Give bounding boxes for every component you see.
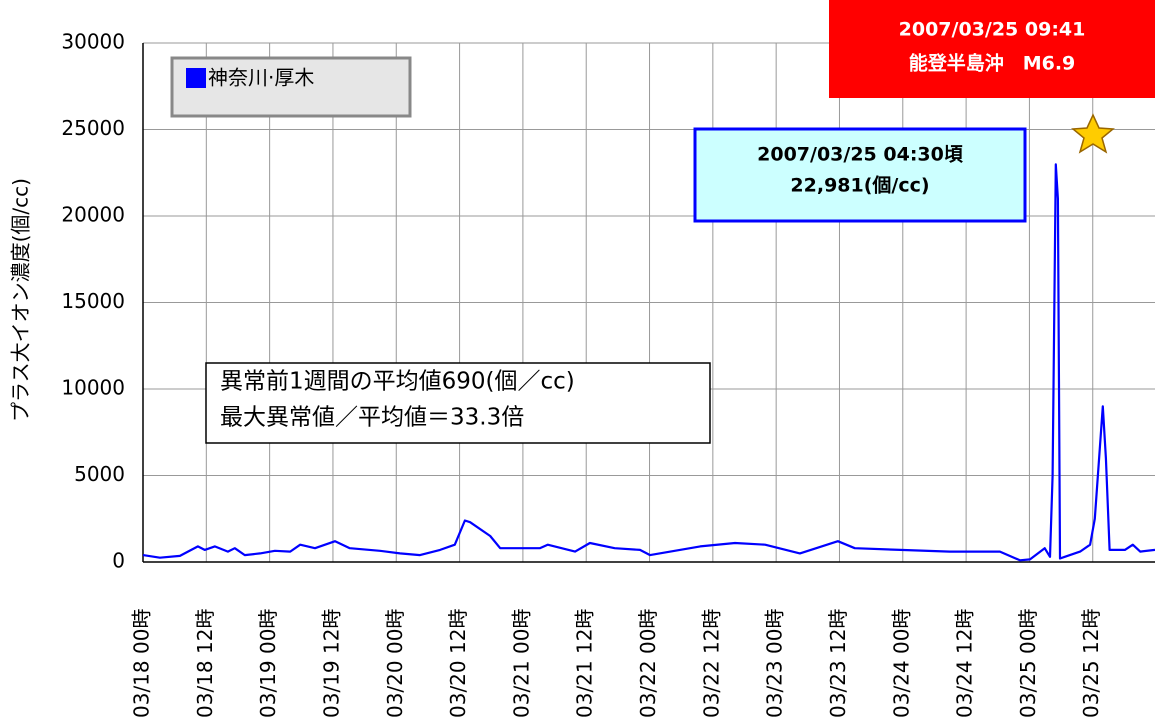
event-text: 能登半島沖 M6.9 xyxy=(909,52,1076,75)
x-tick-label: 03/24 12時 xyxy=(953,609,977,718)
peak-text: 2007/03/25 04:30頃 xyxy=(757,144,964,166)
x-tick-label: 03/20 12時 xyxy=(446,609,470,718)
legend-label: 神奈川·厚木 xyxy=(208,66,314,90)
x-tick-label: 03/21 00時 xyxy=(509,609,533,718)
y-tick-label: 0 xyxy=(112,549,125,573)
x-tick-label: 03/25 12時 xyxy=(1079,609,1103,718)
x-tick-label: 03/24 00時 xyxy=(889,609,913,718)
legend-box xyxy=(170,56,412,118)
x-tick-label: 03/23 00時 xyxy=(763,609,787,718)
plot-layer: 0 5000 10000 15000 20000 25000 30000 03/18 00時 0… xyxy=(61,30,1155,718)
x-tick-label: 03/25 00時 xyxy=(1016,609,1040,718)
y-tick-label: 30000 xyxy=(61,30,125,54)
earthquake-star xyxy=(1071,113,1115,154)
y-axis-label: プラス大イオン濃度(個/cc) xyxy=(9,178,33,422)
y-tick-label: 20000 xyxy=(61,203,125,227)
x-tick-label: 03/23 12時 xyxy=(826,609,850,718)
note-frame xyxy=(205,362,711,444)
event-text: 2007/03/25 09:41 xyxy=(899,19,1086,41)
event-box xyxy=(829,0,1155,98)
x-tick-label: 03/19 00時 xyxy=(256,609,280,718)
x-tick-label: 03/18 12時 xyxy=(193,609,217,718)
x-tick-label: 03/20 00時 xyxy=(383,609,407,718)
x-tick-label: 03/22 12時 xyxy=(699,609,723,718)
note-box: 異常前1週間の平均値690(個／cc) 最大異常値／平均値＝33.3倍 xyxy=(205,362,711,444)
y-tick-label: 5000 xyxy=(74,462,125,486)
x-tick-label: 03/22 00時 xyxy=(636,609,660,718)
peak-box xyxy=(693,127,1027,223)
legend-swatch xyxy=(186,68,206,88)
note-text: 異常前1週間の平均値690(個／cc) xyxy=(220,369,575,395)
data-line xyxy=(142,163,1155,562)
x-tick-label: 03/18 00時 xyxy=(130,609,154,718)
y-tick-label: 10000 xyxy=(61,376,125,400)
note-text: 最大異常値／平均値＝33.3倍 xyxy=(220,405,524,431)
x-tick-label: 03/19 12時 xyxy=(319,609,343,718)
peak-text: 22,981(個/cc) xyxy=(790,175,929,197)
y-tick-label: 15000 xyxy=(61,289,125,313)
x-tick-label: 03/21 12時 xyxy=(573,609,597,718)
y-tick-label: 25000 xyxy=(61,116,125,140)
